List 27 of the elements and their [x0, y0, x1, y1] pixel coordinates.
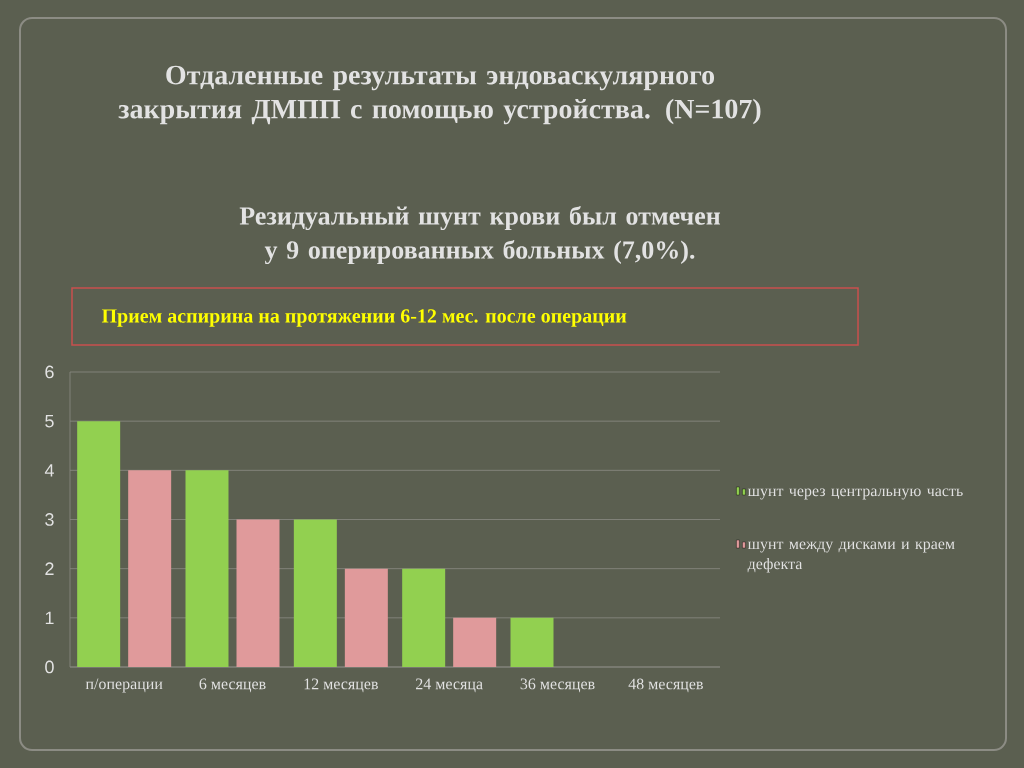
- bar: [453, 617, 497, 667]
- bar: [236, 519, 280, 667]
- bar: [344, 568, 388, 667]
- legend-label: шунт через центральную часть: [747, 488, 963, 500]
- chart-subtitle: Резидуальный шунт крови был отмечен у 9 оперированных больных (7,0%).: [239, 205, 721, 265]
- bar: [77, 421, 121, 667]
- text: Прием аспирина на протяжении 6-12 мес. после операции: [101, 309, 627, 327]
- x-tick-label: 6 месяцев: [199, 678, 266, 693]
- bar: [510, 617, 554, 667]
- legend-label: шунт между дисками и краем дефекта: [747, 541, 955, 573]
- bar: [293, 519, 337, 667]
- bar: [185, 470, 229, 667]
- y-tick-label: 2: [45, 562, 54, 575]
- x-tick-label: 48 месяцев: [628, 678, 703, 693]
- bar: [128, 470, 172, 667]
- y-tick-label: 1: [45, 611, 54, 625]
- x-tick-label: 12 месяцев: [304, 678, 378, 693]
- x-tick-label: п/операции: [85, 678, 163, 693]
- y-tick-label: 0: [45, 660, 54, 674]
- bar: [402, 568, 446, 667]
- y-tick-label: 5: [45, 414, 54, 428]
- x-tick-label: 36 месяцев: [520, 678, 595, 693]
- y-tick-label: 4: [44, 464, 54, 477]
- chart-title: Отдаленные результаты эндоваскулярного закрытия ДМПП с помощью устройства. (N=107): [118, 65, 761, 125]
- y-tick-label: 3: [45, 513, 54, 526]
- y-tick-label: 6: [45, 365, 54, 379]
- x-tick-label: 24 месяца: [416, 678, 483, 693]
